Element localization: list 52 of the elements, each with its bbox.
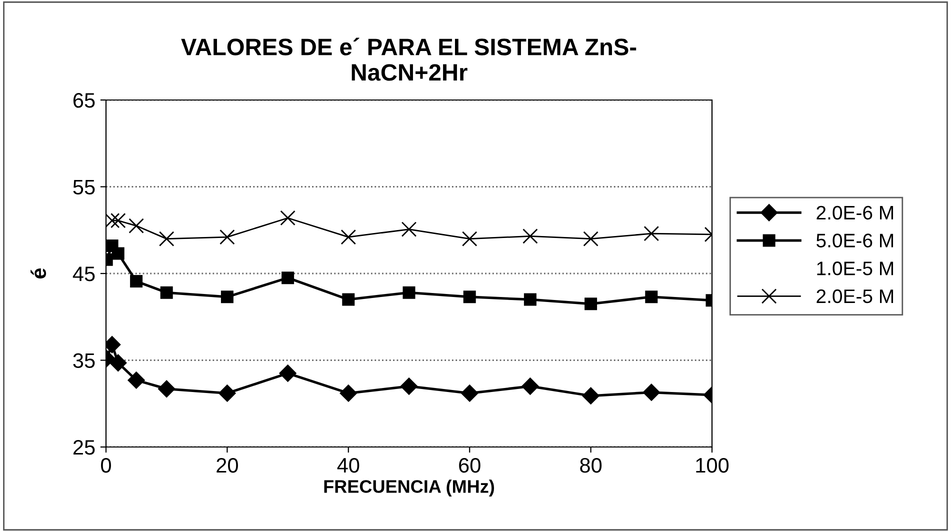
- point: [280, 210, 296, 226]
- text: 1.0E-5 M: [817, 262, 894, 276]
- point: [282, 272, 294, 284]
- point: [400, 378, 418, 395]
- point: [218, 384, 236, 402]
- y-axis-title: é: [30, 268, 46, 278]
- legend-label: 5.0E-6 M: [816, 234, 894, 248]
- x-tick-label: 60: [459, 458, 480, 473]
- point: [402, 286, 416, 299]
- point: [110, 354, 127, 372]
- point: [112, 247, 124, 260]
- x-tick-label: 0: [101, 458, 111, 473]
- point: [462, 231, 478, 246]
- point: [645, 290, 658, 304]
- x-axis-title: FRECUENCIA (MHz): [324, 480, 494, 496]
- point: [160, 286, 173, 299]
- point: [340, 229, 356, 245]
- point: [524, 293, 536, 306]
- point: [279, 364, 296, 382]
- point: [644, 226, 660, 242]
- x-tick-label: 80: [580, 458, 602, 473]
- point: [158, 380, 176, 398]
- y-tick-label: 55: [73, 180, 95, 195]
- point: [128, 372, 145, 389]
- point: [128, 218, 144, 234]
- point: [158, 231, 174, 246]
- point: [401, 222, 417, 237]
- x-tick-label: 40: [337, 458, 360, 473]
- chart-title: VALORES DE e´ PARA EL SISTEMA ZnS- NaCN+2Hr: [181, 38, 636, 81]
- y-tick-label: 45: [72, 266, 95, 282]
- point: [220, 229, 235, 245]
- point: [220, 290, 234, 304]
- y-tick-label: 25: [73, 440, 95, 455]
- legend-label: 2.0E-6 M: [816, 206, 894, 220]
- point: [110, 212, 126, 228]
- legend-label: 2.0E-5 M: [816, 289, 894, 304]
- y-tick-label: 35: [73, 353, 95, 368]
- point: [461, 384, 478, 402]
- x-tick-label: 20: [216, 458, 238, 473]
- point: [130, 275, 143, 288]
- y-tick-label: 65: [73, 93, 95, 108]
- point: [583, 231, 598, 246]
- point: [642, 384, 660, 401]
- point: [522, 228, 538, 244]
- point: [463, 290, 476, 304]
- point: [582, 387, 600, 404]
- point: [106, 212, 120, 228]
- point: [340, 384, 357, 402]
- point: [342, 293, 355, 306]
- point: [584, 298, 598, 310]
- x-tick-label: 100: [696, 458, 729, 473]
- point: [522, 378, 539, 395]
